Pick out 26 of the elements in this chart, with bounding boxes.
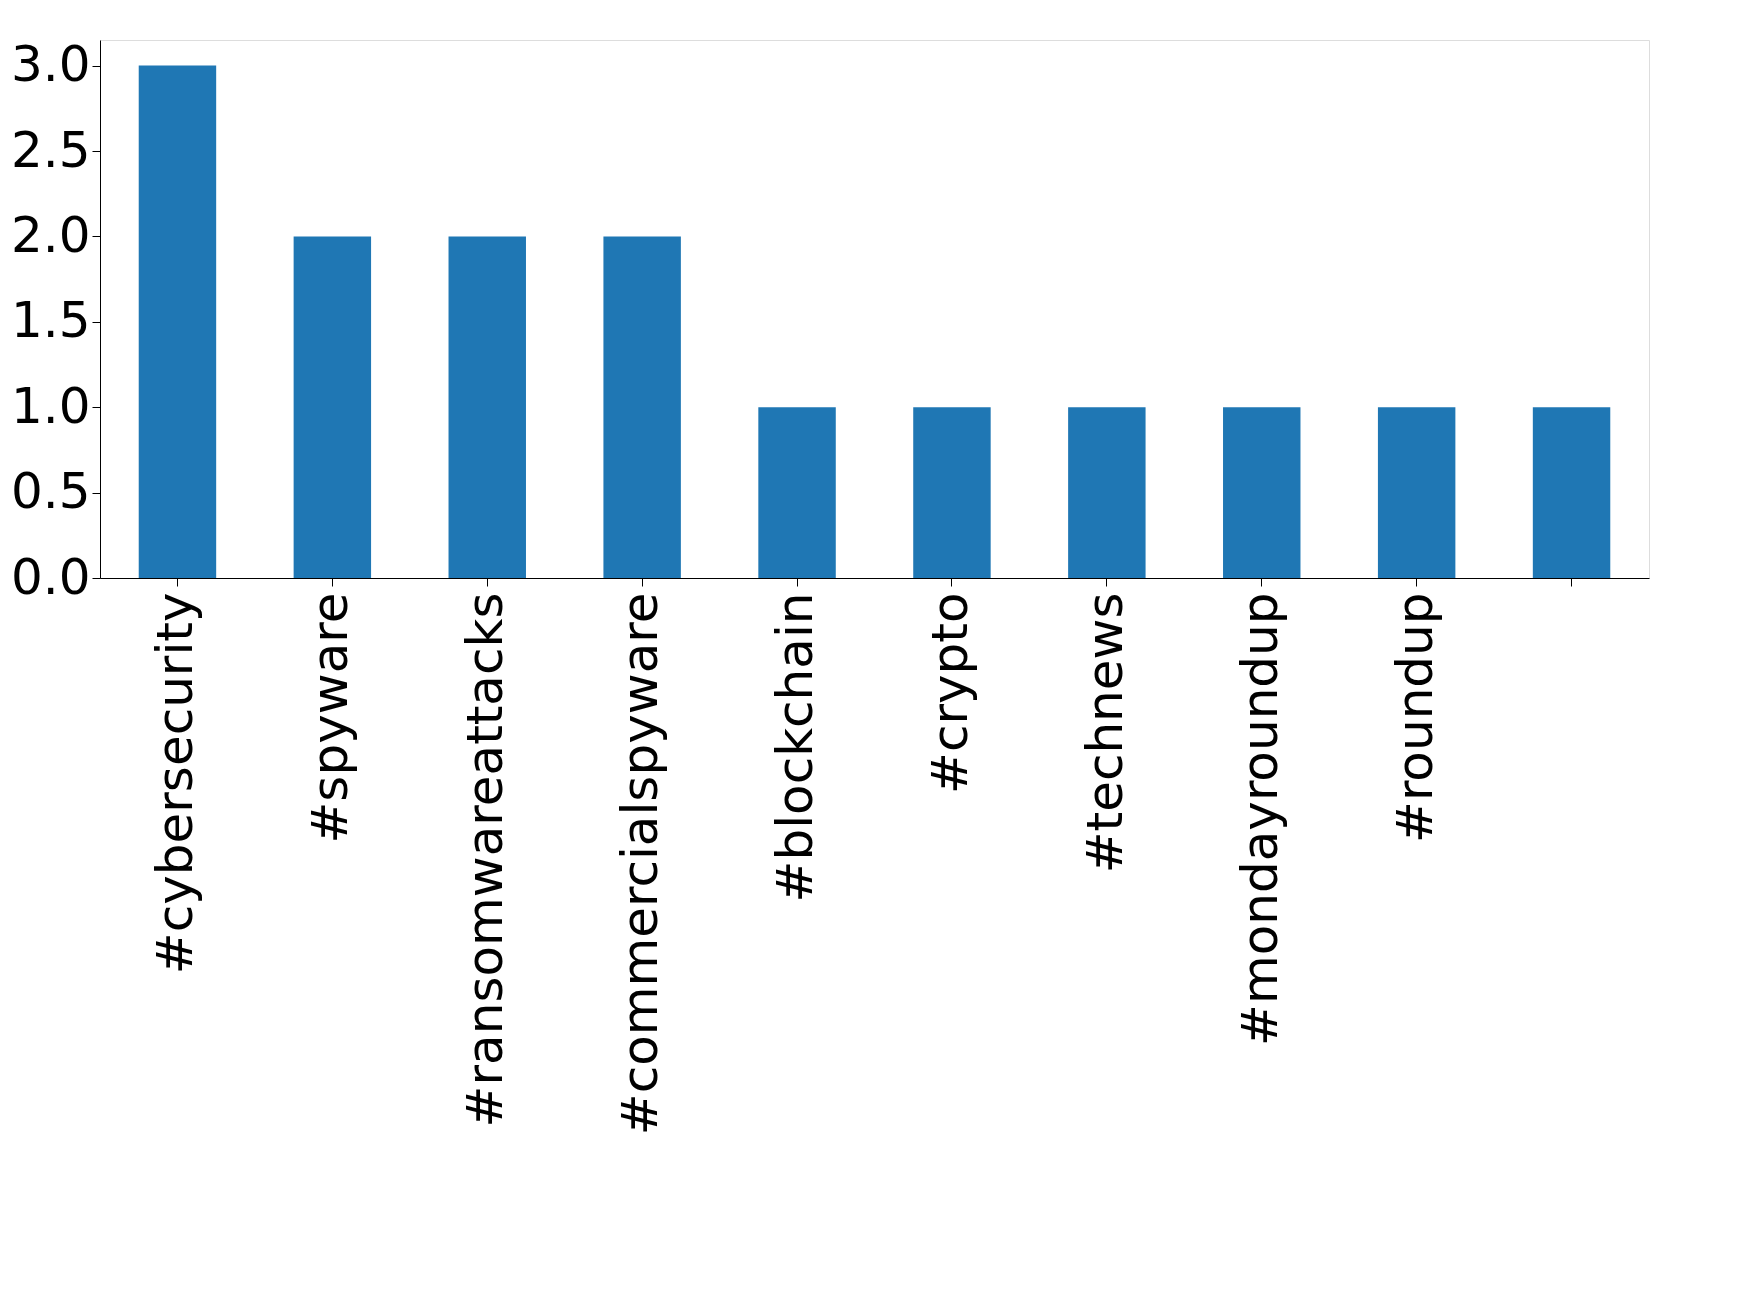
x-tick-label: #technews bbox=[1075, 592, 1134, 874]
bar bbox=[448, 236, 526, 578]
y-tick-label: 3.0 bbox=[10, 35, 91, 94]
bar bbox=[913, 407, 991, 578]
bar bbox=[758, 407, 836, 578]
x-tick-label: #ransomwareattacks bbox=[456, 592, 515, 1128]
x-tick-label: #commercialspyware bbox=[611, 592, 670, 1136]
x-tick-label: #mondayroundup bbox=[1230, 592, 1289, 1046]
y-tick-label: 2.5 bbox=[10, 120, 91, 179]
x-tick-label: #roundup bbox=[1385, 592, 1444, 843]
bar bbox=[1532, 407, 1611, 578]
y-tick-label: 1.5 bbox=[10, 291, 91, 350]
y-tick-label: 1.0 bbox=[10, 376, 91, 435]
bar bbox=[603, 236, 681, 578]
y-tick-label: 2.0 bbox=[10, 205, 91, 264]
bar bbox=[138, 65, 217, 578]
bar bbox=[1377, 407, 1456, 578]
bar bbox=[1068, 407, 1146, 578]
x-tick-label: #blockchain bbox=[766, 592, 825, 903]
x-tick-label: #cybersecurity bbox=[146, 592, 205, 975]
bar bbox=[293, 236, 372, 578]
y-tick-label: 0.5 bbox=[10, 462, 91, 521]
y-tick-label: 0.0 bbox=[10, 547, 91, 606]
bar bbox=[1223, 407, 1301, 578]
x-tick-label: #spyware bbox=[301, 592, 360, 844]
x-tick-label: #crypto bbox=[920, 592, 979, 794]
